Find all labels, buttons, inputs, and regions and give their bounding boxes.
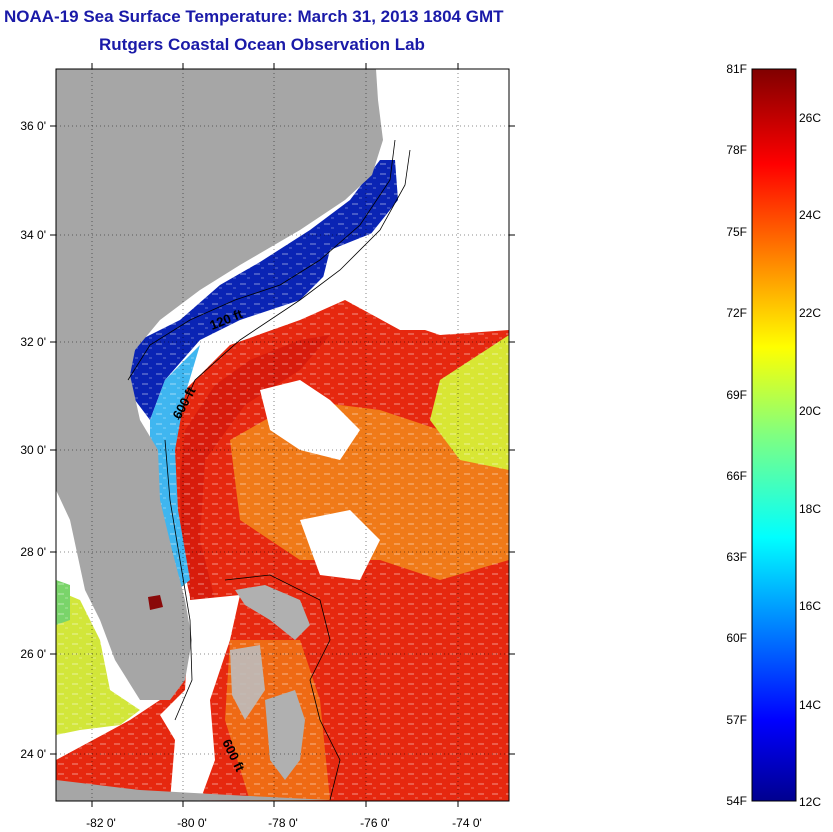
colorbar-f-label: 57F [726, 713, 747, 727]
lat-label: 30 0' [20, 443, 46, 457]
figure-title: NOAA-19 Sea Surface Temperature: March 3… [4, 7, 504, 26]
contour-600ft [177, 149, 411, 421]
colorbar-c-label: 24C [799, 208, 822, 222]
colorbar-c-label: 18C [799, 502, 822, 516]
lon-label: -80 0' [177, 816, 207, 830]
colorbar-c-label: 20C [799, 404, 822, 418]
lake-okeechobee [148, 595, 163, 610]
lon-label: -78 0' [268, 816, 298, 830]
land-bahamas-grand [235, 585, 310, 640]
lat-label: 26 0' [20, 647, 46, 661]
colorbar-f-label: 81F [726, 62, 747, 76]
contour-120ft [127, 139, 396, 381]
colorbar-c-label: 22C [799, 306, 822, 320]
lon-label: -76 0' [360, 816, 390, 830]
colorbar-f-label: 66F [726, 469, 747, 483]
colorbar-c-label: 14C [799, 698, 822, 712]
map-frame [55, 68, 510, 802]
land-bahamas-andros [265, 690, 305, 780]
colorbar-c-label: 12C [799, 795, 822, 809]
contour-bahamas [224, 574, 341, 801]
lat-label: 28 0' [20, 545, 46, 559]
land-mainland [56, 69, 383, 700]
axis-ticks [50, 63, 515, 807]
lat-label: 32 0' [20, 335, 46, 349]
colorbar-f-label: 54F [726, 794, 747, 808]
lon-label: -82 0' [86, 816, 116, 830]
colorbar-c-label: 16C [799, 599, 822, 613]
colorbar-f-label: 75F [726, 225, 747, 239]
figure-subtitle: Rutgers Coastal Ocean Observation Lab [99, 35, 425, 54]
colorbar-c-label: 26C [799, 111, 822, 125]
colorbar-f-label: 63F [726, 550, 747, 564]
land-bahamas-shoal [230, 645, 265, 720]
land-florida-keys-region [56, 780, 330, 801]
lat-label: 24 0' [20, 747, 46, 761]
lat-label: 36 0' [20, 119, 46, 133]
colorbar-f-label: 78F [726, 143, 747, 157]
contour-shelf-florida [164, 439, 193, 721]
lon-label: -74 0' [452, 816, 482, 830]
colorbar-f-label: 69F [726, 388, 747, 402]
lat-label: 34 0' [20, 228, 46, 242]
colorbar-f-label: 72F [726, 306, 747, 320]
colorbar-f-label: 60F [726, 631, 747, 645]
colorbar [751, 68, 797, 802]
map-content [56, 69, 509, 801]
